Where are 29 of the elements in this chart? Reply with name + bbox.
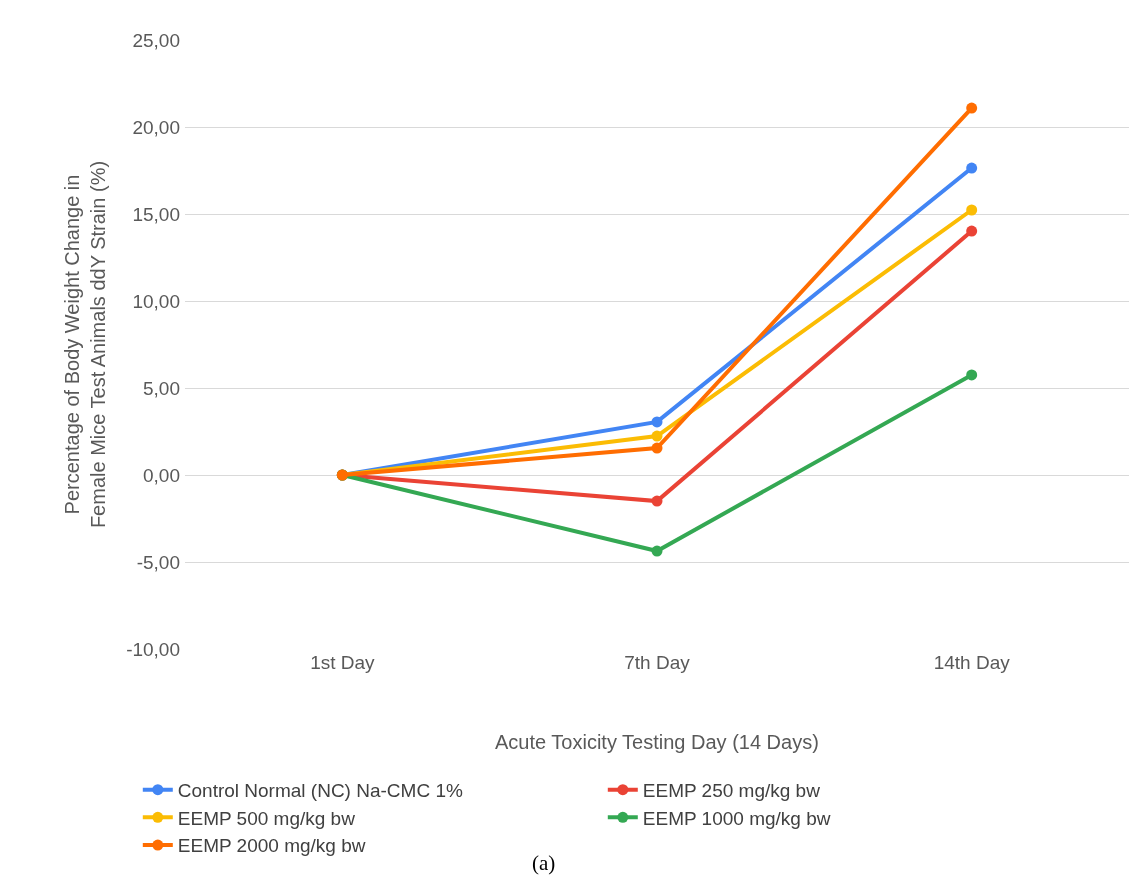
point <box>966 204 978 216</box>
y-tick-label: 0,00 <box>143 464 180 486</box>
y-tick-label: 5,00 <box>143 377 180 399</box>
point <box>966 225 978 237</box>
point <box>651 545 663 557</box>
y-tick-label: -10,00 <box>126 638 180 660</box>
x-tick-label: 14th Day <box>933 652 1011 673</box>
point <box>651 442 663 454</box>
x-tick-label: 1st Day <box>310 652 376 673</box>
text: (a) <box>532 851 556 875</box>
point <box>966 369 978 381</box>
x-axis-title: Acute Toxicity Testing Day (14 Days) <box>495 731 819 753</box>
point <box>966 162 978 174</box>
y-tick-label: -5,00 <box>136 551 180 573</box>
legend-label: EEMP 500 mg/kg bw <box>177 807 356 829</box>
legend-label: EEMP 250 mg/kg bw <box>642 780 821 802</box>
y-tick-label: 10,00 <box>132 290 180 312</box>
y-tick-label: 20,00 <box>132 116 180 138</box>
point <box>651 430 663 442</box>
point <box>651 495 663 507</box>
point <box>651 416 663 428</box>
y-axis-title: Percentage of Body Weight Change in Female Mice Test Animals ddY Strain (%) <box>60 160 109 529</box>
x-tick-label: 7th Day <box>624 652 691 673</box>
point <box>966 102 978 114</box>
y-tick-label: 25,00 <box>132 29 180 51</box>
legend-label: EEMP 1000 mg/kg bw <box>642 807 831 829</box>
legend-label: Control Normal (NC) Na-CMC 1% <box>177 780 463 802</box>
legend-label: EEMP 2000 mg/kg bw <box>177 835 366 857</box>
y-tick-label: 15,00 <box>132 203 180 225</box>
